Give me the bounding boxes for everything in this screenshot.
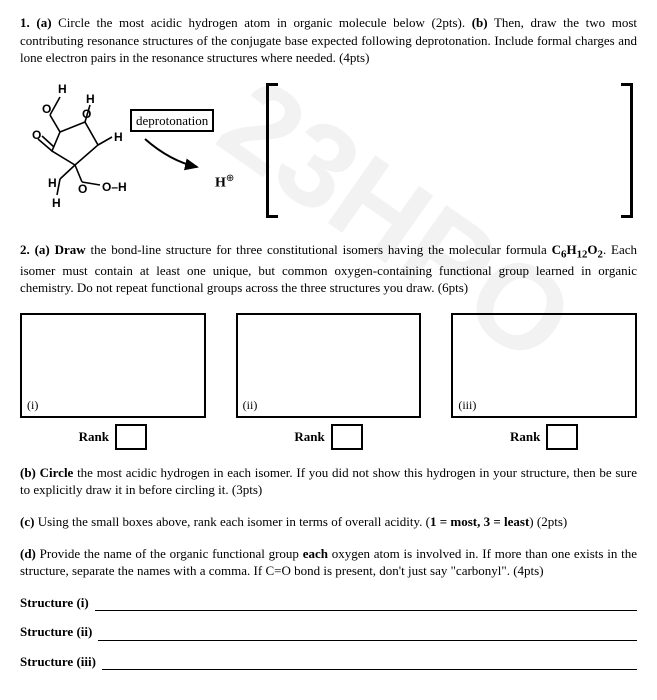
h-plus-h: H	[215, 175, 226, 190]
chem-diagram-area: O O H H O H O O–H H H deprotonation	[20, 77, 637, 227]
q2-a-label: (a)	[35, 242, 50, 257]
molecule-structure: O O H H O H O O–H H H	[30, 77, 130, 222]
rank-label-1: Rank	[79, 428, 109, 446]
q2d-text1: Provide the name of the organic function…	[36, 546, 303, 561]
isomer-box-1[interactable]: (i)	[20, 313, 206, 418]
structure-line-3: Structure (iii)	[20, 653, 637, 671]
isomer-col-2: (ii) Rank	[236, 313, 422, 450]
q2d-text: (d) Provide the name of the organic func…	[20, 545, 637, 580]
svg-text:O: O	[82, 107, 91, 121]
structure-blank-1[interactable]	[95, 597, 637, 611]
q2b-rest: the most acidic hydrogen in each isomer.…	[20, 465, 637, 498]
svg-text:O–H: O–H	[102, 180, 127, 194]
q2-number: 2.	[20, 242, 30, 257]
structure-label-1: Structure (i)	[20, 594, 89, 612]
q1-b-label: (b)	[472, 15, 488, 30]
q1-a-label: (a)	[36, 15, 51, 30]
bracket-right-icon	[621, 83, 633, 218]
svg-text:O: O	[78, 182, 87, 196]
svg-text:H: H	[52, 196, 61, 210]
q1-a-action: Circle	[58, 15, 90, 30]
q2-text: 2. (a) Draw the bond-line structure for …	[20, 241, 637, 297]
bracket-left-icon	[266, 83, 278, 218]
isomer-label-3: (iii)	[458, 397, 476, 413]
q2-formula: C6H12O2	[552, 242, 603, 257]
q2c-rest: Using the small boxes above, rank each i…	[34, 514, 430, 529]
structure-label-2: Structure (ii)	[20, 623, 92, 641]
rank-input-3[interactable]	[546, 424, 578, 450]
q2d-label: (d)	[20, 546, 36, 561]
isomer-col-1: (i) Rank	[20, 313, 206, 450]
q2-a-text-1: the bond-line structure for three consti…	[86, 242, 552, 257]
svg-text:H: H	[114, 130, 123, 144]
structure-blank-3[interactable]	[102, 656, 637, 670]
isomer-label-1: (i)	[27, 397, 38, 413]
q1-text: 1. (a) Circle the most acidic hydrogen a…	[20, 14, 637, 67]
rank-input-2[interactable]	[331, 424, 363, 450]
h-plus-label: H⊕	[215, 172, 234, 194]
structure-line-1: Structure (i)	[20, 594, 637, 612]
isomer-col-3: (iii) Rank	[451, 313, 637, 450]
rank-label-2: Rank	[294, 428, 324, 446]
structure-blank-2[interactable]	[98, 627, 637, 641]
isomer-label-2: (ii)	[243, 397, 258, 413]
svg-text:O: O	[42, 102, 51, 116]
q2c-text: (c) Using the small boxes above, rank ea…	[20, 513, 637, 531]
q2b-label: (b)	[20, 465, 36, 480]
q1-a-rest: the most acidic hydrogen atom in organic…	[90, 15, 472, 30]
q2b-text: (b) Circle the most acidic hydrogen in e…	[20, 464, 637, 499]
q2c-tail: ) (2pts)	[529, 514, 567, 529]
q2c-bold: 1 = most, 3 = least	[430, 514, 529, 529]
q2-a-action: Draw	[55, 242, 86, 257]
svg-text:H: H	[58, 82, 67, 96]
svg-text:H: H	[86, 92, 95, 106]
isomer-box-3[interactable]: (iii)	[451, 313, 637, 418]
svg-text:O: O	[32, 128, 41, 142]
structure-line-2: Structure (ii)	[20, 623, 637, 641]
isomer-box-2[interactable]: (ii)	[236, 313, 422, 418]
rank-input-1[interactable]	[115, 424, 147, 450]
molecule-svg: O O H H O H O O–H H H	[30, 77, 130, 217]
rank-label-3: Rank	[510, 428, 540, 446]
deprotonation-label: deprotonation	[130, 109, 214, 133]
q2b-action: Circle	[40, 465, 74, 480]
h-plus-charge: ⊕	[226, 173, 234, 184]
q2c-label: (c)	[20, 514, 34, 529]
q2d-each: each	[303, 546, 328, 561]
q1-number: 1.	[20, 15, 30, 30]
isomer-row: (i) Rank (ii) Rank (iii) Rank	[20, 313, 637, 450]
structure-label-3: Structure (iii)	[20, 653, 96, 671]
svg-text:H: H	[48, 176, 57, 190]
deprotonation-arrow-icon	[135, 131, 215, 181]
